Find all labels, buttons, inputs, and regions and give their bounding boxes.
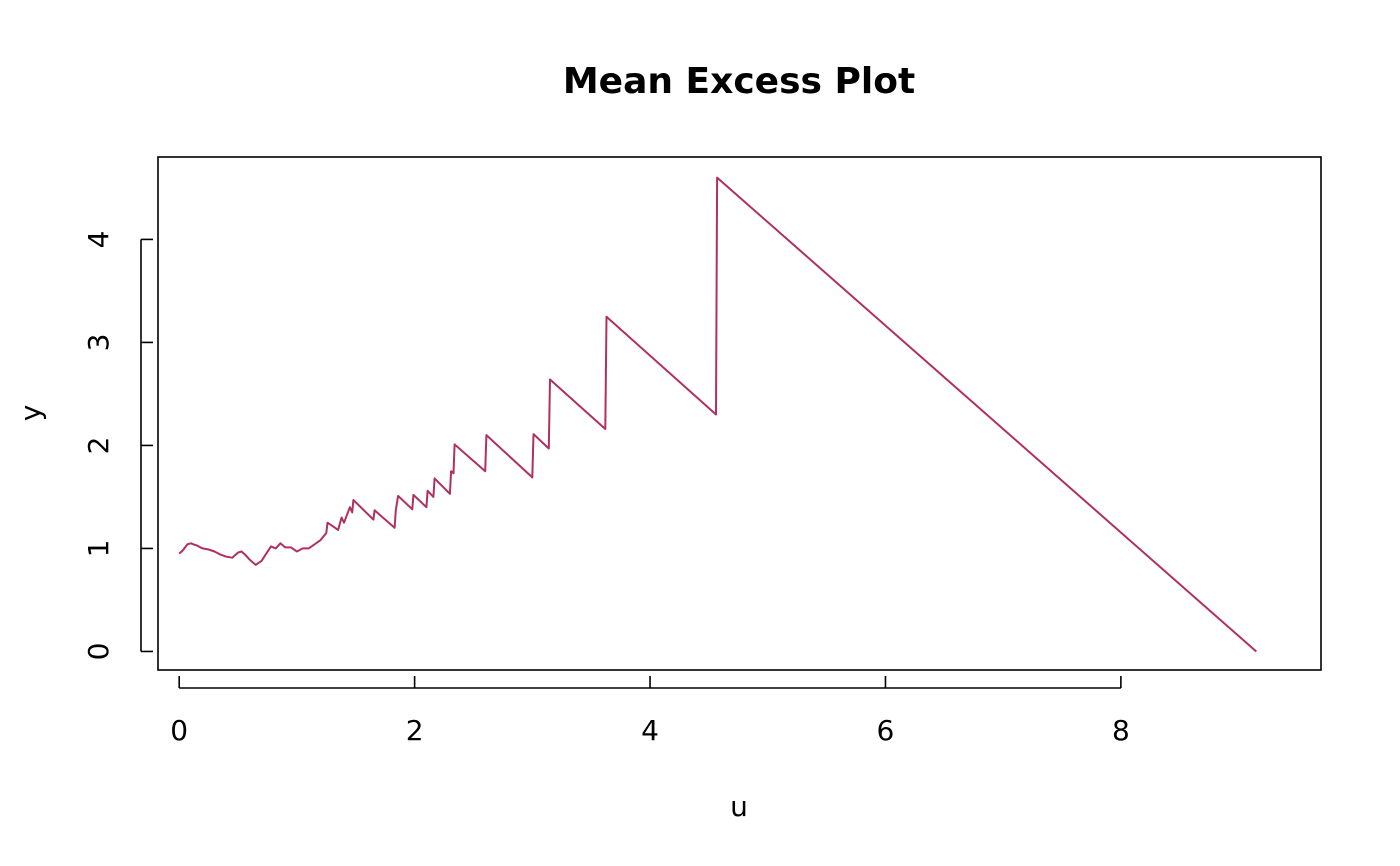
y-tick-label: 2 — [82, 437, 115, 455]
y-axis-label: y — [14, 405, 47, 422]
x-tick-label: 8 — [1112, 714, 1130, 747]
x-tick-label: 2 — [406, 714, 424, 747]
x-tick-label: 0 — [170, 714, 188, 747]
x-axis: 0 2 4 6 8 — [170, 676, 1130, 747]
x-tick-label: 4 — [641, 714, 659, 747]
series-layer — [178, 176, 1257, 653]
y-tick-label: 1 — [82, 540, 115, 558]
plot-frame — [157, 156, 1322, 671]
series-line — [178, 176, 1257, 653]
x-axis-label: u — [730, 790, 748, 823]
y-tick-label: 3 — [82, 334, 115, 352]
x-tick-label: 6 — [877, 714, 895, 747]
y-axis: 0 1 2 3 4 — [82, 230, 153, 660]
y-tick-label: 0 — [82, 643, 115, 661]
chart-title: Mean Excess Plot — [563, 61, 915, 102]
y-tick-label: 4 — [82, 230, 115, 248]
